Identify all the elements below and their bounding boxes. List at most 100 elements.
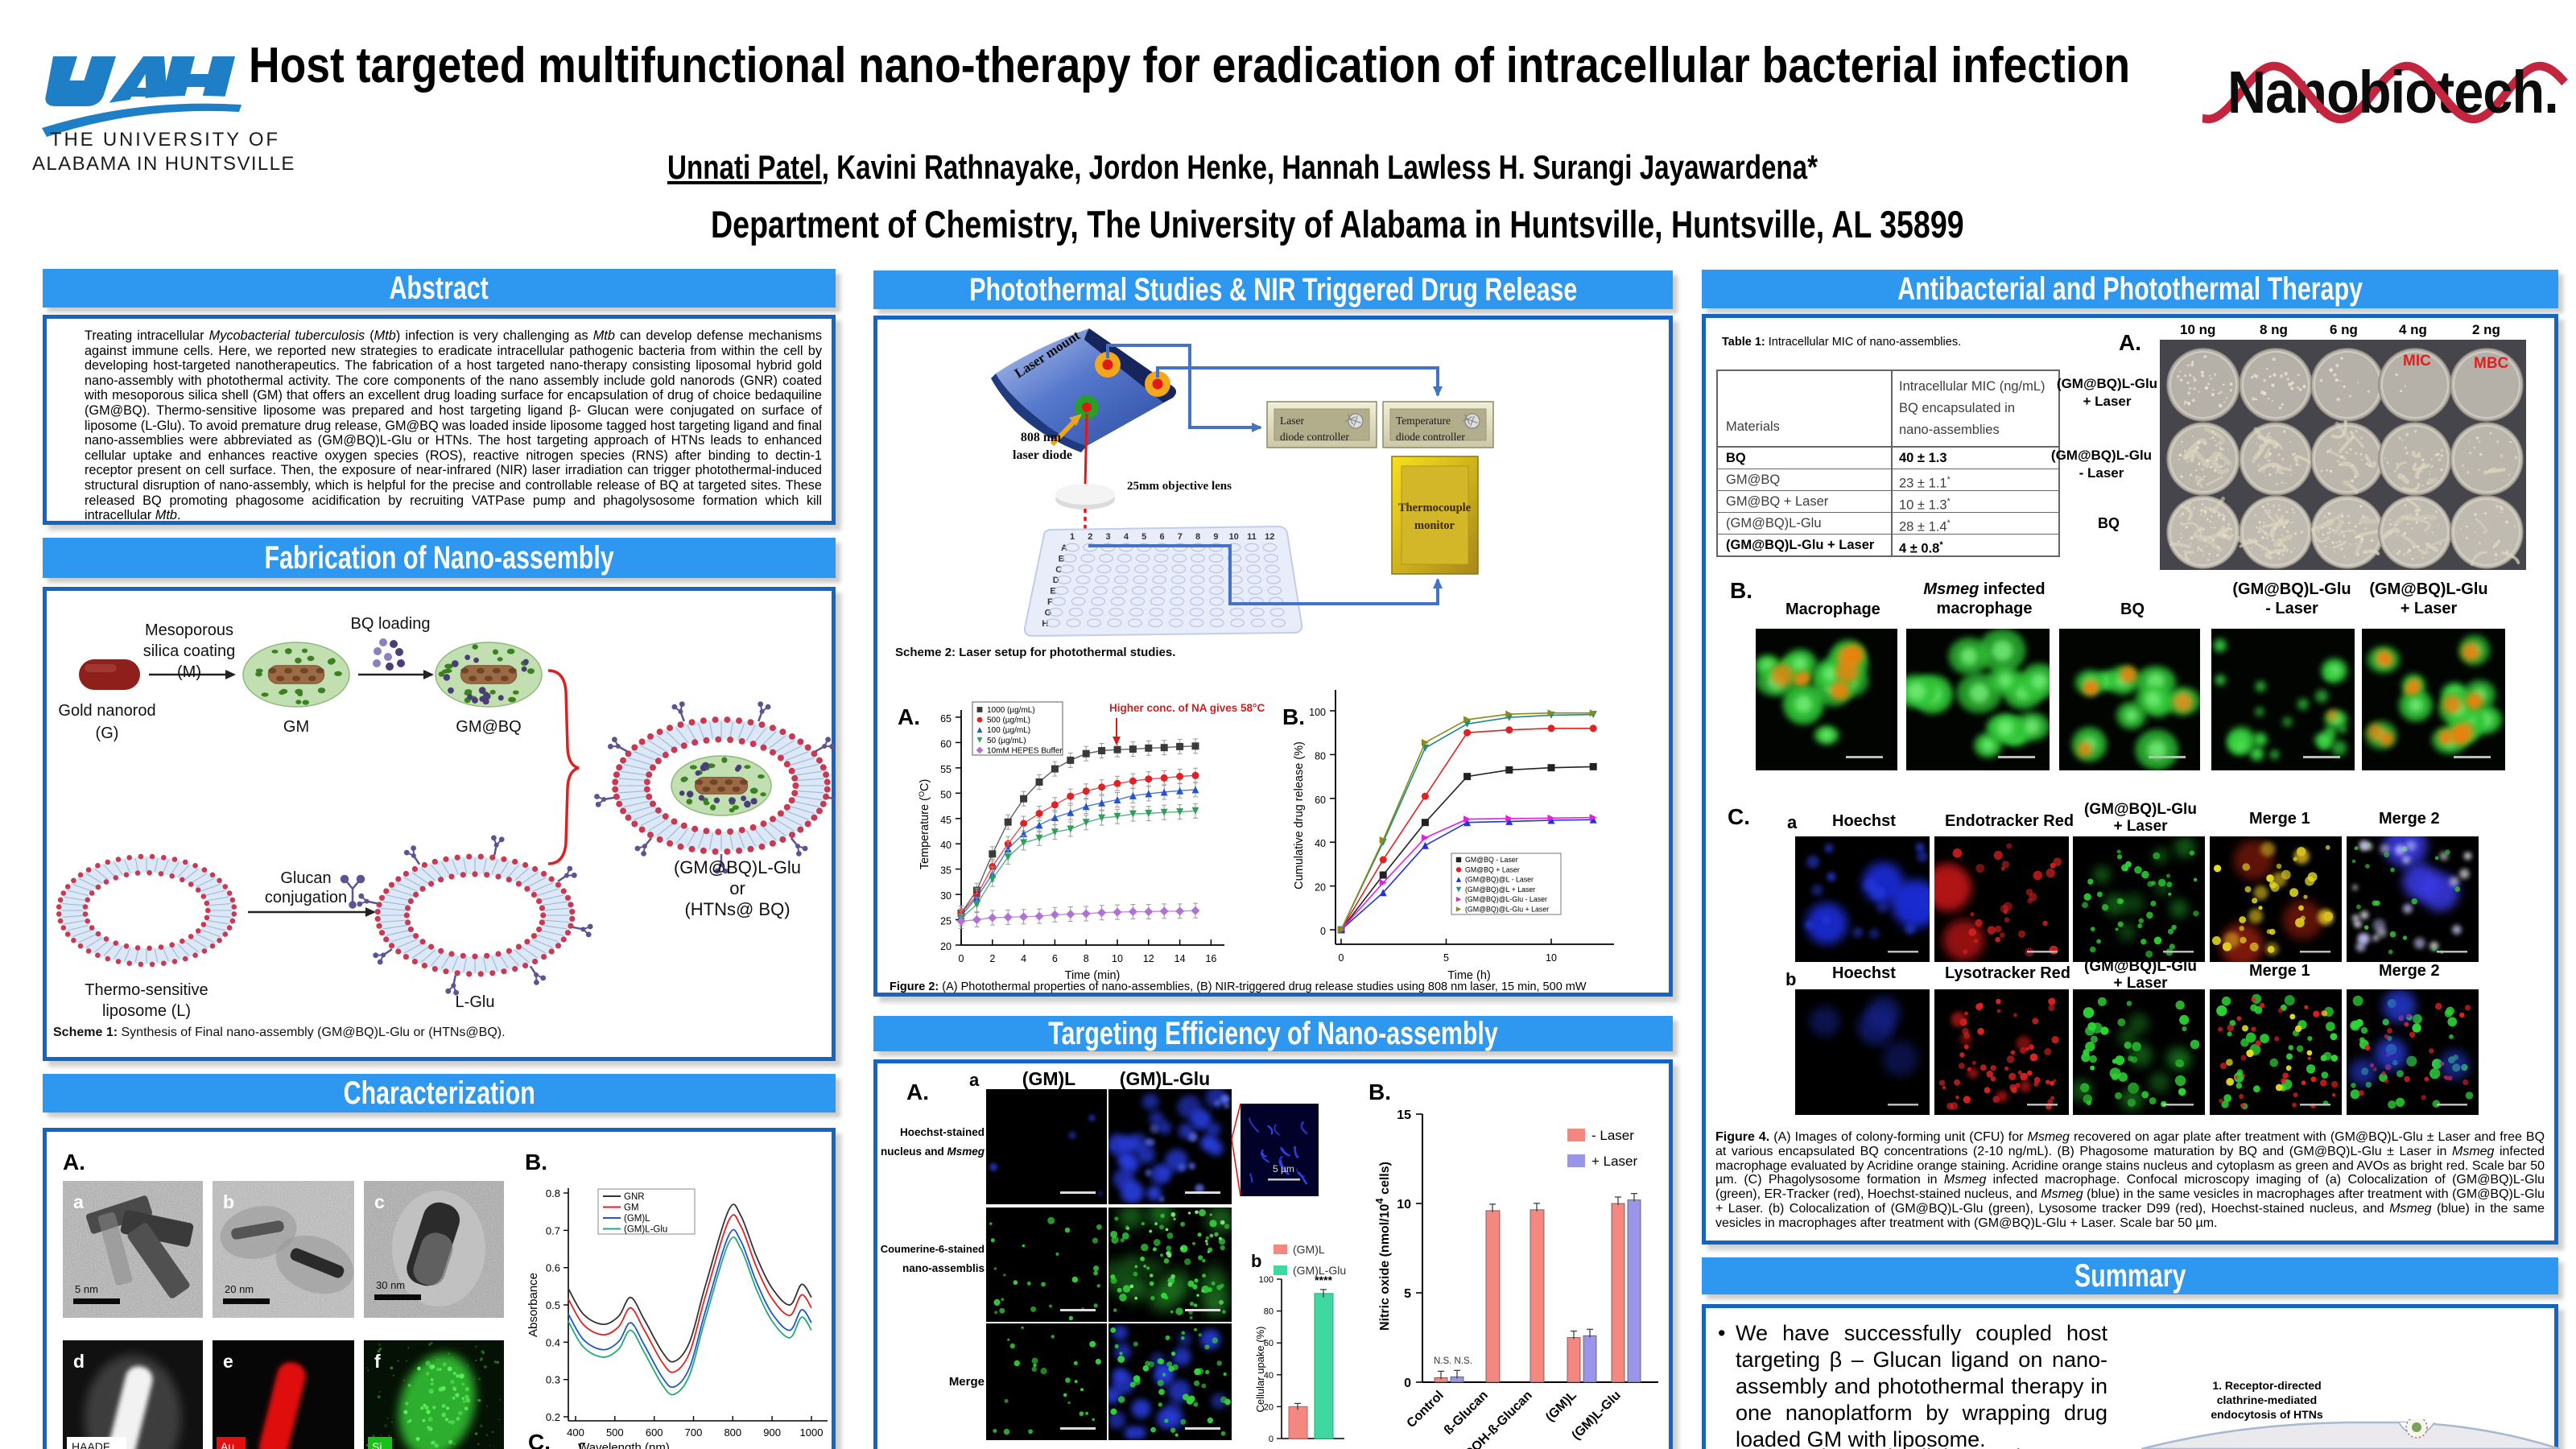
svg-text:0.8: 0.8 (546, 1187, 560, 1199)
svg-text:GNR: GNR (624, 1192, 645, 1202)
svg-text:0: 0 (1404, 1377, 1411, 1390)
svg-text:40: 40 (1264, 1371, 1274, 1381)
svg-text:E: E (1050, 587, 1055, 597)
svg-text:GM@BQ + Laser: GM@BQ + Laser (1465, 865, 1520, 873)
svg-text:5 nm: 5 nm (75, 1283, 98, 1295)
svg-text:0.3: 0.3 (546, 1374, 560, 1386)
svg-text:20: 20 (940, 941, 952, 952)
svg-text:GM@BQ - Laser: GM@BQ - Laser (1465, 856, 1518, 864)
svg-text:Thermo-sensitive: Thermo-sensitive (85, 981, 208, 999)
svg-text:Coumerine-6-stained: Coumerine-6-stained (881, 1243, 985, 1255)
svg-text:45: 45 (940, 815, 952, 826)
svg-text:Nitric oxide (nmol/104 cells): Nitric oxide (nmol/104 cells) (1373, 1162, 1393, 1331)
svg-text:2: 2 (1088, 532, 1092, 542)
svg-text:0: 0 (1339, 952, 1344, 964)
svg-text:25: 25 (940, 916, 952, 927)
svg-text:A: A (1061, 543, 1067, 553)
svg-text:HAADF: HAADF (72, 1440, 109, 1449)
svg-text:12: 12 (1265, 532, 1274, 542)
svg-text:Figure 2: (A) Photothermal pr: Figure 2: (A) Photothermal properties of… (890, 980, 1587, 993)
svg-text:600: 600 (646, 1426, 663, 1439)
svg-text:(GM@BQ)@L + Laser: (GM@BQ)@L + Laser (1465, 886, 1535, 894)
svg-text:0: 0 (1269, 1435, 1274, 1444)
svg-text:8: 8 (1195, 532, 1200, 542)
svg-text:50: 50 (940, 789, 952, 800)
svg-text:100 (µg/mL): 100 (µg/mL) (987, 726, 1030, 735)
svg-text:- Laser: - Laser (1591, 1128, 1634, 1143)
svg-text:Thermocouple: Thermocouple (1398, 502, 1472, 514)
svg-text:7: 7 (1178, 532, 1183, 542)
svg-text:0: 0 (1320, 926, 1326, 937)
svg-text:10: 10 (1546, 952, 1557, 964)
svg-text:55: 55 (940, 764, 952, 775)
svg-text:500: 500 (606, 1426, 624, 1439)
svg-text:Si: Si (372, 1440, 382, 1449)
svg-text:6: 6 (1159, 532, 1164, 542)
svg-text:10mM HEPES Buffer: 10mM HEPES Buffer (987, 746, 1063, 755)
svg-text:16: 16 (1205, 953, 1216, 964)
svg-text:50 (µg/mL): 50 (µg/mL) (987, 737, 1026, 745)
svg-text:b: b (1251, 1251, 1261, 1271)
svg-text:5: 5 (1141, 532, 1146, 542)
svg-text:(GM)L-Glu: (GM)L-Glu (624, 1225, 667, 1235)
svg-text:8: 8 (1084, 953, 1089, 964)
svg-text:N.S. N.S.: N.S. N.S. (1434, 1356, 1472, 1366)
svg-text:4: 4 (1124, 532, 1129, 542)
svg-text:100: 100 (1259, 1275, 1274, 1285)
svg-text:Temperature (OC): Temperature (OC) (918, 779, 931, 870)
svg-text:a: a (73, 1191, 84, 1212)
svg-text:25mm objective lens: 25mm objective lens (1127, 480, 1232, 493)
svg-text:40: 40 (940, 840, 952, 851)
svg-text:liposome (L): liposome (L) (102, 1002, 191, 1020)
svg-text:c: c (374, 1191, 385, 1212)
svg-text:20: 20 (1315, 882, 1326, 894)
svg-text:H: H (1042, 619, 1048, 629)
svg-text:+ Laser: + Laser (1591, 1154, 1638, 1169)
svg-text:L-Glu: L-Glu (456, 993, 495, 1011)
svg-text:A.: A. (63, 1150, 85, 1174)
svg-text:(GM)L: (GM)L (1543, 1389, 1579, 1425)
svg-text:BQ loading: BQ loading (351, 615, 431, 633)
svg-text:laser diode: laser diode (1013, 448, 1072, 462)
svg-text:f: f (374, 1351, 381, 1372)
svg-text:(GM)L-Glu: (GM)L-Glu (1120, 1068, 1210, 1089)
svg-text:20: 20 (1264, 1402, 1274, 1412)
svg-text:14: 14 (1174, 953, 1186, 964)
svg-text:Wavelength (nm): Wavelength (nm) (578, 1441, 670, 1449)
svg-text:1000: 1000 (800, 1426, 824, 1439)
svg-text:F: F (1047, 597, 1053, 607)
svg-text:nucleus and Msmeg: nucleus and Msmeg (881, 1146, 985, 1158)
svg-text:0.2: 0.2 (546, 1411, 560, 1423)
svg-text:MIC: MIC (2403, 353, 2431, 369)
svg-text:Temperature: Temperature (1396, 415, 1451, 427)
svg-text:0.5: 0.5 (546, 1299, 560, 1311)
svg-text:(GM)L: (GM)L (1293, 1243, 1325, 1256)
svg-text:Gold nanorod: Gold nanorod (58, 702, 155, 720)
svg-text:(GM)L-Glu: (GM)L-Glu (1293, 1264, 1346, 1277)
svg-text:30 nm: 30 nm (376, 1279, 405, 1291)
svg-text:3: 3 (1106, 532, 1111, 542)
svg-text:Au: Au (221, 1440, 234, 1449)
svg-text:nano-assemblis: nano-assemblis (902, 1262, 985, 1274)
svg-text:(GM@BQ)@L - Laser: (GM@BQ)@L - Laser (1465, 876, 1534, 884)
svg-text:35: 35 (940, 865, 952, 877)
svg-text:80: 80 (1315, 750, 1326, 762)
svg-text:Absorbance: Absorbance (526, 1273, 540, 1337)
svg-text:700: 700 (685, 1426, 703, 1439)
svg-text:Mesoporous: Mesoporous (145, 621, 233, 639)
svg-text:Glucan: Glucan (280, 869, 331, 887)
svg-text:silica coating: silica coating (143, 642, 236, 660)
svg-text:b: b (223, 1191, 234, 1212)
svg-text:ALABAMA IN HUNTSVILLE: ALABAMA IN HUNTSVILLE (32, 153, 295, 172)
svg-text:monitor: monitor (1414, 519, 1455, 532)
svg-text:(G): (G) (96, 724, 119, 742)
svg-text:B.: B. (1368, 1080, 1391, 1104)
svg-text:A.: A. (898, 704, 920, 729)
svg-text:Time (h): Time (h) (1447, 969, 1490, 982)
svg-text:20 nm: 20 nm (225, 1283, 254, 1295)
svg-text:9: 9 (1213, 532, 1218, 542)
svg-text:60: 60 (1264, 1339, 1274, 1348)
svg-text:1: 1 (1070, 532, 1075, 542)
svg-text:a: a (969, 1070, 980, 1090)
svg-text:5: 5 (1404, 1287, 1411, 1301)
